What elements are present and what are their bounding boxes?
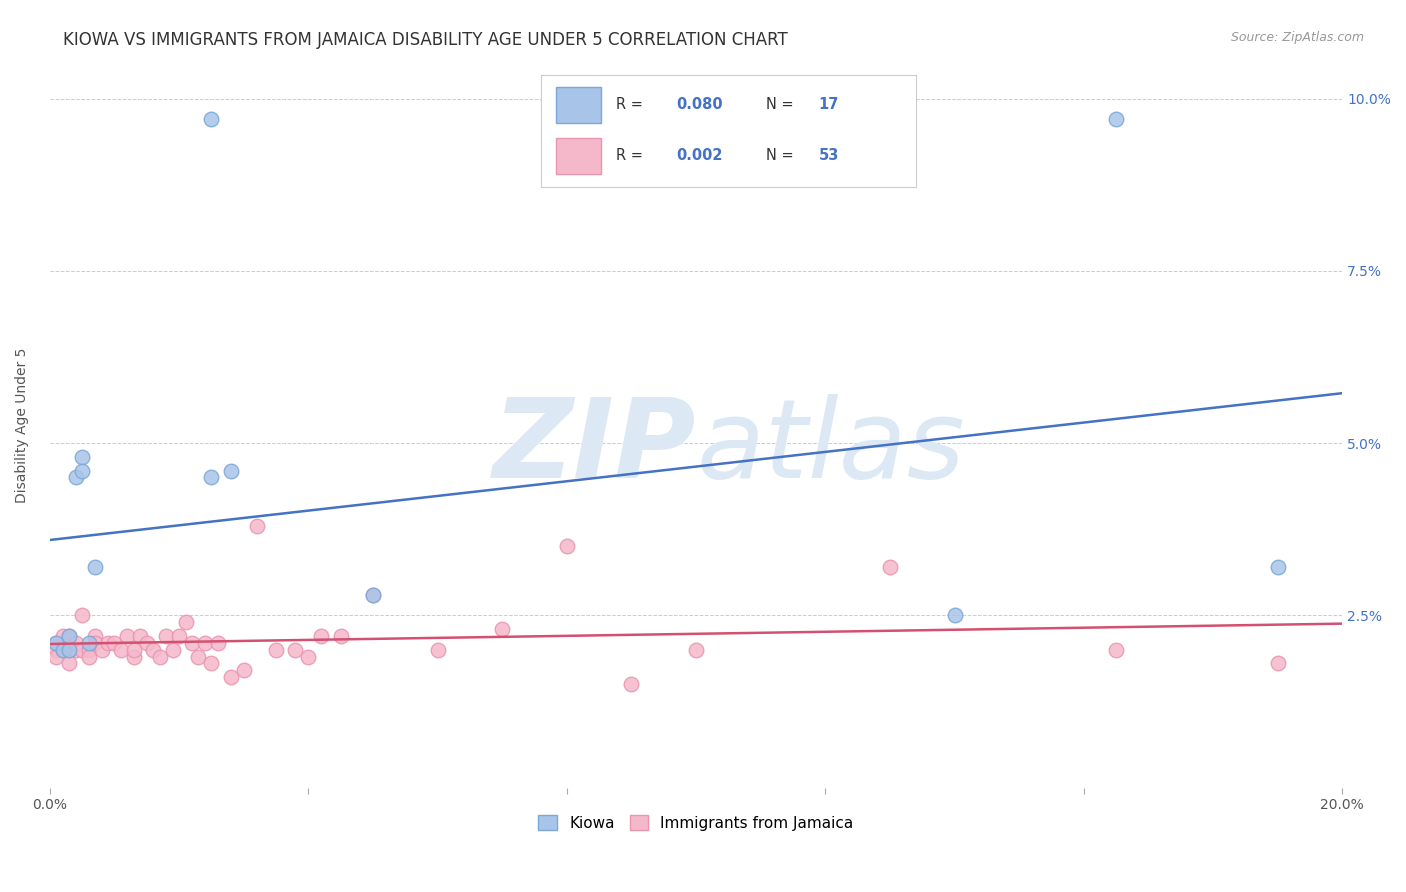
Point bbox=[77, 649, 100, 664]
Point bbox=[84, 629, 107, 643]
Point bbox=[52, 629, 75, 643]
Point bbox=[45, 649, 67, 664]
Y-axis label: Disability Age Under 5: Disability Age Under 5 bbox=[15, 348, 30, 503]
Point bbox=[491, 622, 513, 636]
Point bbox=[65, 470, 87, 484]
Point bbox=[117, 629, 139, 643]
Point bbox=[84, 636, 107, 650]
Point bbox=[361, 588, 384, 602]
Text: Source: ZipAtlas.com: Source: ZipAtlas.com bbox=[1230, 31, 1364, 45]
Point bbox=[77, 642, 100, 657]
Point bbox=[58, 629, 80, 643]
Point bbox=[284, 642, 307, 657]
Point bbox=[90, 642, 112, 657]
Point bbox=[129, 629, 152, 643]
Point bbox=[122, 642, 145, 657]
Point bbox=[620, 677, 643, 691]
Point bbox=[110, 642, 132, 657]
Point bbox=[45, 642, 67, 657]
Point bbox=[309, 629, 332, 643]
Point bbox=[58, 642, 80, 657]
Point bbox=[77, 636, 100, 650]
Point bbox=[174, 615, 197, 629]
Point bbox=[84, 560, 107, 574]
Point bbox=[200, 470, 222, 484]
Point bbox=[200, 112, 222, 127]
Point bbox=[65, 642, 87, 657]
Point bbox=[58, 642, 80, 657]
Point bbox=[1267, 657, 1289, 671]
Point bbox=[58, 657, 80, 671]
Point bbox=[426, 642, 449, 657]
Point bbox=[142, 642, 165, 657]
Legend: Kiowa, Immigrants from Jamaica: Kiowa, Immigrants from Jamaica bbox=[538, 814, 853, 830]
Point bbox=[97, 636, 120, 650]
Point bbox=[58, 629, 80, 643]
Point bbox=[103, 636, 125, 650]
Point bbox=[70, 608, 93, 623]
Point bbox=[167, 629, 190, 643]
Point bbox=[45, 636, 67, 650]
Text: ZIP: ZIP bbox=[492, 394, 696, 501]
Point bbox=[361, 588, 384, 602]
Point bbox=[70, 642, 93, 657]
Point bbox=[879, 560, 901, 574]
Point bbox=[162, 642, 184, 657]
Point bbox=[207, 636, 229, 650]
Point bbox=[52, 642, 75, 657]
Point bbox=[219, 464, 242, 478]
Text: atlas: atlas bbox=[696, 394, 965, 501]
Point bbox=[187, 649, 209, 664]
Point bbox=[122, 649, 145, 664]
Point bbox=[943, 608, 966, 623]
Text: KIOWA VS IMMIGRANTS FROM JAMAICA DISABILITY AGE UNDER 5 CORRELATION CHART: KIOWA VS IMMIGRANTS FROM JAMAICA DISABIL… bbox=[63, 31, 787, 49]
Point bbox=[297, 649, 319, 664]
Point bbox=[685, 642, 707, 657]
Point bbox=[65, 636, 87, 650]
Point bbox=[70, 450, 93, 464]
Point bbox=[149, 649, 172, 664]
Point bbox=[329, 629, 352, 643]
Point bbox=[70, 464, 93, 478]
Point bbox=[155, 629, 177, 643]
Point bbox=[555, 540, 578, 554]
Point bbox=[264, 642, 287, 657]
Point bbox=[219, 670, 242, 684]
Point bbox=[1105, 112, 1128, 127]
Point bbox=[1267, 560, 1289, 574]
Point bbox=[135, 636, 157, 650]
Point bbox=[181, 636, 204, 650]
Point bbox=[194, 636, 217, 650]
Point bbox=[232, 664, 254, 678]
Point bbox=[45, 636, 67, 650]
Point bbox=[52, 642, 75, 657]
Point bbox=[200, 657, 222, 671]
Point bbox=[1105, 642, 1128, 657]
Point bbox=[246, 518, 269, 533]
